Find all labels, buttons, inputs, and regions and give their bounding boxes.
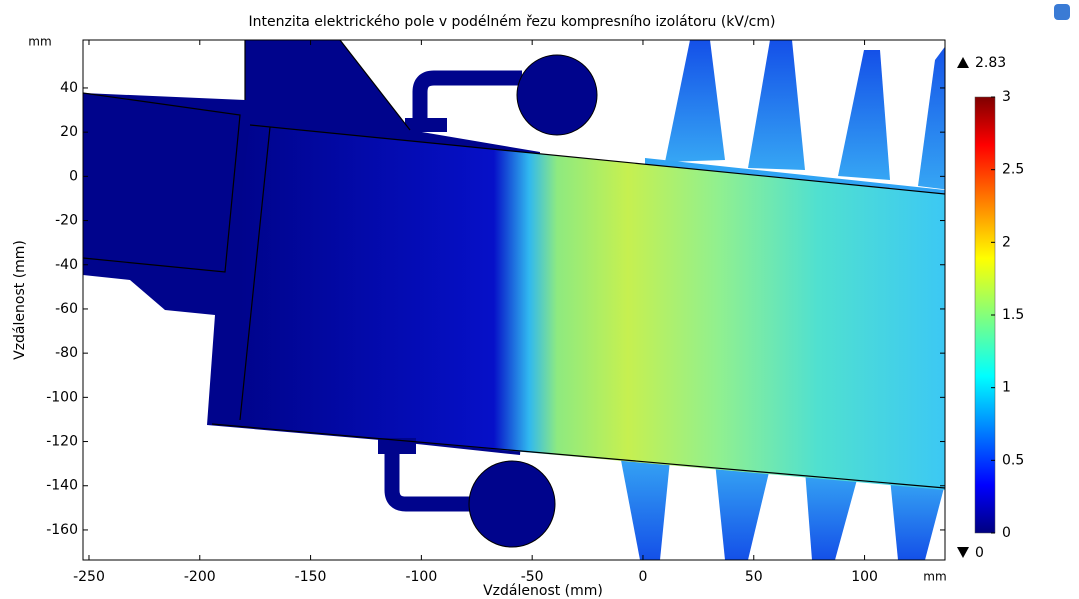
bottom-fin [620, 455, 670, 560]
y-tick-label: -160 [46, 522, 78, 538]
y-tick-label: -100 [46, 389, 78, 405]
x-tick-label: 0 [639, 569, 648, 585]
insulator [212, 125, 945, 490]
top-fin [838, 50, 890, 180]
app-icon [1054, 4, 1070, 20]
y-tick-label: -20 [55, 213, 78, 229]
min-marker [957, 547, 969, 558]
y-tick-label: -60 [55, 301, 78, 317]
upper-electrode [516, 54, 598, 136]
colorbar-tick-label: 0 [1002, 525, 1011, 541]
bottom-fin [715, 462, 770, 560]
top-fin [918, 46, 945, 190]
max-marker [957, 57, 969, 68]
lower-arm [384, 442, 472, 512]
bottom-fin [890, 478, 945, 560]
upper-arm [412, 70, 522, 130]
colorbar-tick-label: 1 [1002, 380, 1011, 396]
x-unit: mm [923, 570, 946, 584]
x-tick-label: -200 [184, 569, 216, 585]
y-tick-label: -40 [55, 257, 78, 273]
colorbar-tick-label: 2.5 [1002, 162, 1024, 178]
x-tick-label: -150 [295, 569, 327, 585]
y-unit: mm [28, 35, 51, 49]
field-plot [83, 40, 945, 560]
upper-flange [405, 118, 447, 132]
y-tick-label: 0 [69, 168, 78, 184]
colorbar-tick-label: 0.5 [1002, 452, 1024, 468]
lower-flange [378, 438, 416, 454]
chart-title: Intenzita elektrického pole v podélném ř… [249, 14, 776, 30]
outline [83, 40, 945, 489]
bottom-fin [805, 470, 858, 560]
x-tick-label: -100 [405, 569, 437, 585]
colorbar-tick-label: 2 [1002, 234, 1011, 250]
y-tick-label: -120 [46, 434, 78, 450]
y-tick-label: 40 [60, 80, 78, 96]
top-fin [748, 40, 805, 170]
y-tick-label: -140 [46, 478, 78, 494]
x-tick-label: -250 [73, 569, 105, 585]
min-label: 0 [975, 545, 984, 561]
x-tick-label: 50 [745, 569, 763, 585]
y-axis-label: Vzdálenost (mm) [12, 240, 28, 360]
x-axis-label: Vzdálenost (mm) [483, 583, 603, 599]
y-tick-label: -80 [55, 345, 78, 361]
max-label: 2.83 [975, 55, 1006, 71]
top-fins [665, 40, 725, 162]
colorbar-tick-label: 1.5 [1002, 307, 1024, 323]
plot-frame [82, 39, 946, 561]
y-tick-label: 20 [60, 124, 78, 140]
x-tick-label: 100 [851, 569, 878, 585]
x-tick-label: -50 [521, 569, 544, 585]
lower-electrode [468, 460, 556, 548]
colorbar-tick-label: 3 [1002, 89, 1011, 105]
